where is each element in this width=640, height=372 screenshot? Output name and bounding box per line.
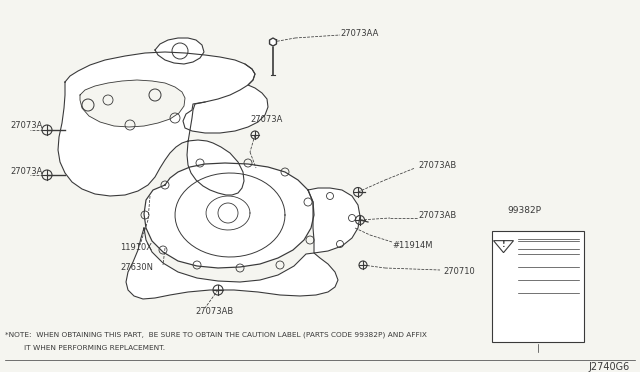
- Polygon shape: [144, 163, 314, 268]
- Text: 27630N: 27630N: [120, 263, 153, 273]
- Polygon shape: [155, 38, 204, 64]
- Polygon shape: [58, 52, 255, 196]
- Text: 11910X: 11910X: [120, 244, 152, 253]
- Polygon shape: [183, 64, 268, 133]
- Text: 27073AA: 27073AA: [340, 29, 378, 38]
- Text: 27073A: 27073A: [10, 122, 42, 131]
- Text: IT WHEN PERFORMING REPLACEMENT.: IT WHEN PERFORMING REPLACEMENT.: [5, 345, 165, 351]
- Text: 27073A: 27073A: [10, 167, 42, 176]
- Text: 27073AB: 27073AB: [418, 211, 456, 219]
- Text: 270710: 270710: [443, 267, 475, 276]
- Text: #11914M: #11914M: [392, 241, 433, 250]
- Text: *NOTE:  WHEN OBTAINING THIS PART,  BE SURE TO OBTAIN THE CAUTION LABEL (PARTS CO: *NOTE: WHEN OBTAINING THIS PART, BE SURE…: [5, 332, 427, 339]
- Bar: [492, 231, 584, 342]
- Polygon shape: [126, 228, 338, 299]
- Text: 27073AB: 27073AB: [418, 160, 456, 170]
- Text: 27073A: 27073A: [250, 115, 282, 125]
- Text: J2740G6: J2740G6: [589, 362, 630, 372]
- Text: 99382P: 99382P: [508, 206, 542, 215]
- Text: !: !: [502, 240, 506, 249]
- Text: 27073AB: 27073AB: [195, 308, 233, 317]
- Polygon shape: [80, 80, 185, 127]
- Polygon shape: [269, 38, 276, 46]
- Polygon shape: [308, 188, 360, 253]
